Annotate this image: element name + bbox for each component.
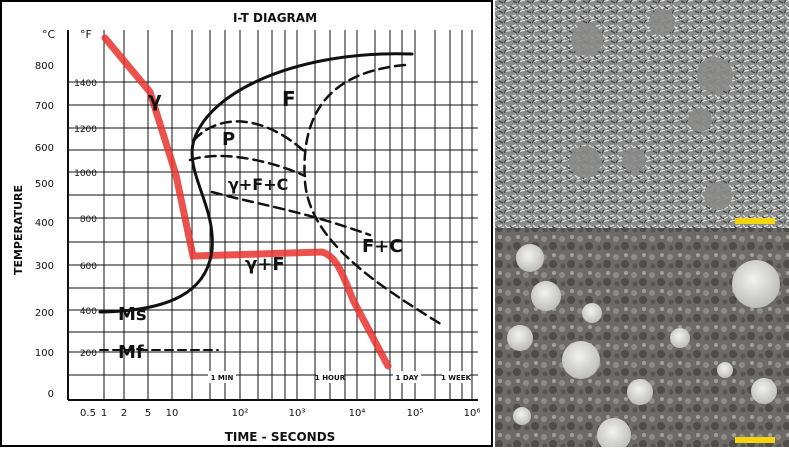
scale-bar — [735, 437, 775, 443]
region-label: γ — [148, 87, 162, 111]
region-label: Ms — [118, 304, 147, 325]
time-tick-label: 10² — [232, 408, 249, 419]
time-tick-label: 10³ — [289, 408, 306, 419]
celsius-tick-label: 100 — [35, 348, 54, 359]
time-marker: 1 DAY — [396, 374, 420, 382]
title: I-T DIAGRAM — [233, 11, 317, 25]
celsius-tick-label: 200 — [35, 308, 54, 319]
celsius-tick-label: 600 — [35, 143, 54, 154]
region-label: F — [282, 87, 296, 111]
celsius-tick-label: 0 — [48, 389, 54, 400]
time-tick-label: 5 — [145, 408, 151, 419]
y-label: TEMPERATURE — [12, 185, 25, 275]
micrograph-bottom — [495, 228, 789, 447]
time-tick-label: 1 — [101, 408, 107, 419]
x-label: TIME - SECONDS — [225, 430, 336, 444]
celsius-tick-label: 300 — [35, 261, 54, 272]
scale-bar — [735, 218, 775, 224]
fahrenheit-unit: °F — [80, 28, 92, 41]
micrograph-image — [495, 0, 789, 228]
time-marker: 1 WEEK — [441, 374, 472, 382]
region-label: γ+F+C — [228, 175, 288, 194]
time-tick-label: 10⁴ — [349, 408, 366, 419]
region-label: γ+F — [245, 254, 285, 275]
time-tick-label: 2 — [121, 408, 127, 419]
fahrenheit-tick-label: 400 — [80, 307, 97, 317]
region-label: Mf — [118, 342, 144, 363]
region-label: F+C — [362, 236, 403, 257]
celsius-tick-label: 400 — [35, 218, 54, 229]
celsius-unit: °C — [42, 28, 56, 41]
time-marker: 1 MIN — [211, 374, 234, 382]
figure: I-T DIAGRAM °C °F TEMPERATURE TIME - SEC… — [0, 0, 789, 447]
fahrenheit-tick-label: 1200 — [74, 125, 97, 135]
time-tick-label: 0.5 — [80, 408, 96, 419]
time-marker: 1 HOUR — [315, 374, 346, 382]
celsius-tick-label: 500 — [35, 179, 54, 190]
fahrenheit-tick-label: 1000 — [74, 169, 97, 179]
celsius-tick-label: 700 — [35, 101, 54, 112]
region-label: P — [222, 129, 235, 150]
fahrenheit-tick-label: 600 — [80, 262, 97, 272]
celsius-tick-label: 800 — [35, 61, 54, 72]
time-tick-label: 10⁶ — [464, 408, 481, 419]
fahrenheit-tick-label: 800 — [80, 215, 97, 225]
fahrenheit-tick-label: 200 — [80, 349, 97, 359]
time-tick-label: 10 — [166, 408, 179, 419]
fahrenheit-tick-label: 1400 — [74, 79, 97, 89]
time-tick-label: 10⁵ — [407, 408, 424, 419]
micrograph-top — [495, 0, 789, 228]
